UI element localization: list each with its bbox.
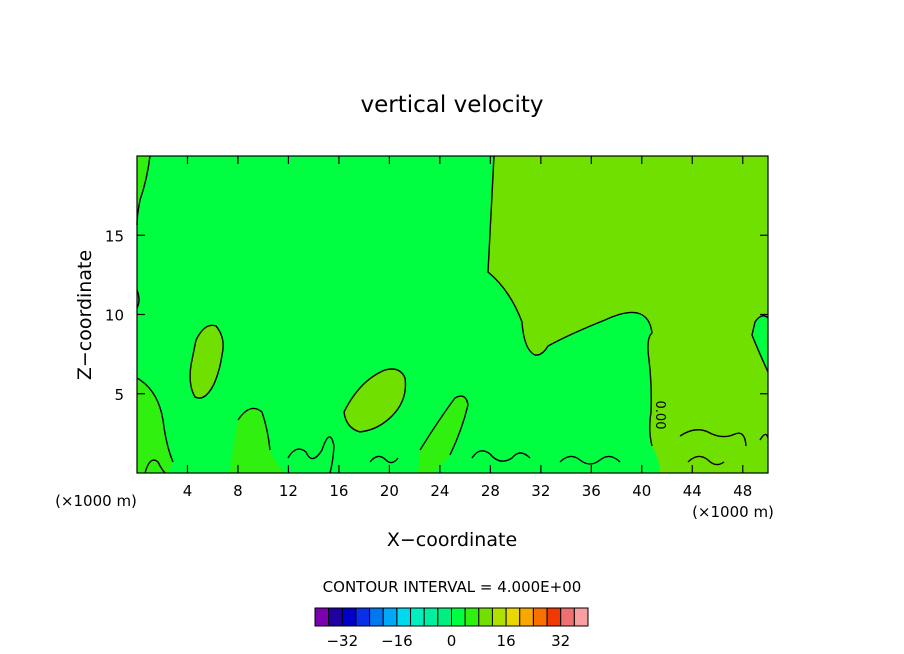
zero-contour-line xyxy=(471,450,531,462)
updraft-region-bottom-left xyxy=(137,378,173,473)
zero-contour-line xyxy=(487,155,653,447)
zero-contour-line xyxy=(687,455,725,466)
x-tick-label: 40 xyxy=(632,482,651,500)
colorbar-swatch xyxy=(546,607,562,627)
zero-contour-line xyxy=(287,436,335,474)
x-tick-label: 32 xyxy=(531,482,550,500)
colorbar-swatch xyxy=(532,607,548,627)
updraft-region-low-2 xyxy=(418,396,468,473)
y-tick-label: 15 xyxy=(105,227,124,245)
y-units-label: (×1000 m) xyxy=(55,492,137,510)
x-tick-label: 36 xyxy=(582,482,601,500)
x-axis: 4 8 12 16 20 24 28 32 36 40 44 48 xyxy=(183,156,752,500)
x-tick-label: 44 xyxy=(683,482,702,500)
zero-contour-line xyxy=(751,315,769,373)
colorbar-tick-label: −16 xyxy=(381,632,413,650)
colorbar-tick-label: 32 xyxy=(551,632,570,650)
updraft-region-left xyxy=(190,325,224,399)
colorbar-ticks: −32 −16 0 16 32 xyxy=(326,632,570,650)
zero-contour-line xyxy=(559,455,621,465)
zero-contour-line xyxy=(144,459,166,474)
colorbar-swatch xyxy=(560,607,575,627)
x-tick-label: 12 xyxy=(279,482,298,500)
colorbar-swatch xyxy=(369,607,384,627)
updraft-region-center xyxy=(344,369,406,432)
x-tick-label: 24 xyxy=(430,482,449,500)
colorbar-tick-label: 16 xyxy=(497,632,516,650)
x-tick-label: 28 xyxy=(481,482,500,500)
colorbar-swatch xyxy=(355,607,371,627)
contour-label: 0.00 xyxy=(652,401,667,430)
colorbar-tick-label: 0 xyxy=(447,632,457,650)
zero-contour-line xyxy=(369,455,399,464)
positive-regions xyxy=(137,156,768,473)
colorbar-swatch xyxy=(396,607,412,627)
y-axis-label: Z−coordinate xyxy=(74,250,96,380)
colorbar-swatch xyxy=(341,607,357,627)
colorbar-swatch xyxy=(478,607,493,627)
x-tick-label: 8 xyxy=(233,482,243,500)
contour-interval-text: CONTOUR INTERVAL = 4.000E+00 xyxy=(323,578,582,596)
y-tick-label: 10 xyxy=(105,307,124,325)
x-axis-label: X−coordinate xyxy=(387,529,517,551)
y-axis: 5 10 15 xyxy=(105,227,768,404)
colorbar-swatch xyxy=(491,607,507,627)
zero-contour-line xyxy=(419,395,469,456)
colorbar-swatch xyxy=(328,607,343,627)
x-tick-label: 48 xyxy=(733,482,752,500)
x-tick-label: 20 xyxy=(380,482,399,500)
colorbar-swatch xyxy=(451,607,466,627)
y-tick-label: 5 xyxy=(114,386,124,404)
x-tick-label: 16 xyxy=(329,482,348,500)
colorbar xyxy=(314,607,589,627)
zero-contours xyxy=(136,155,769,474)
colorbar-swatch xyxy=(573,607,589,627)
updraft-region-low-1 xyxy=(230,408,285,473)
zero-contour-line xyxy=(343,368,407,433)
zero-contour-line xyxy=(679,429,747,447)
updraft-region-upper-right xyxy=(488,156,768,473)
colorbar-swatch xyxy=(464,607,480,627)
colorbar-swatch xyxy=(437,607,453,627)
zero-contour-line xyxy=(136,377,174,463)
colorbar-swatch xyxy=(314,607,330,627)
chart-title: vertical velocity xyxy=(361,92,544,118)
colorbar-swatch xyxy=(505,607,521,627)
colorbar-tick-label: −32 xyxy=(326,632,358,650)
zero-contour-line xyxy=(189,324,224,399)
colorbar-swatch xyxy=(382,607,398,627)
colorbar-swatch xyxy=(423,607,439,627)
colorbar-swatch xyxy=(519,607,534,627)
x-tick-label: 4 xyxy=(183,482,193,500)
zero-contour-line xyxy=(237,407,271,451)
x-units-label: (×1000 m) xyxy=(692,503,774,521)
colorbar-swatch xyxy=(410,607,425,627)
